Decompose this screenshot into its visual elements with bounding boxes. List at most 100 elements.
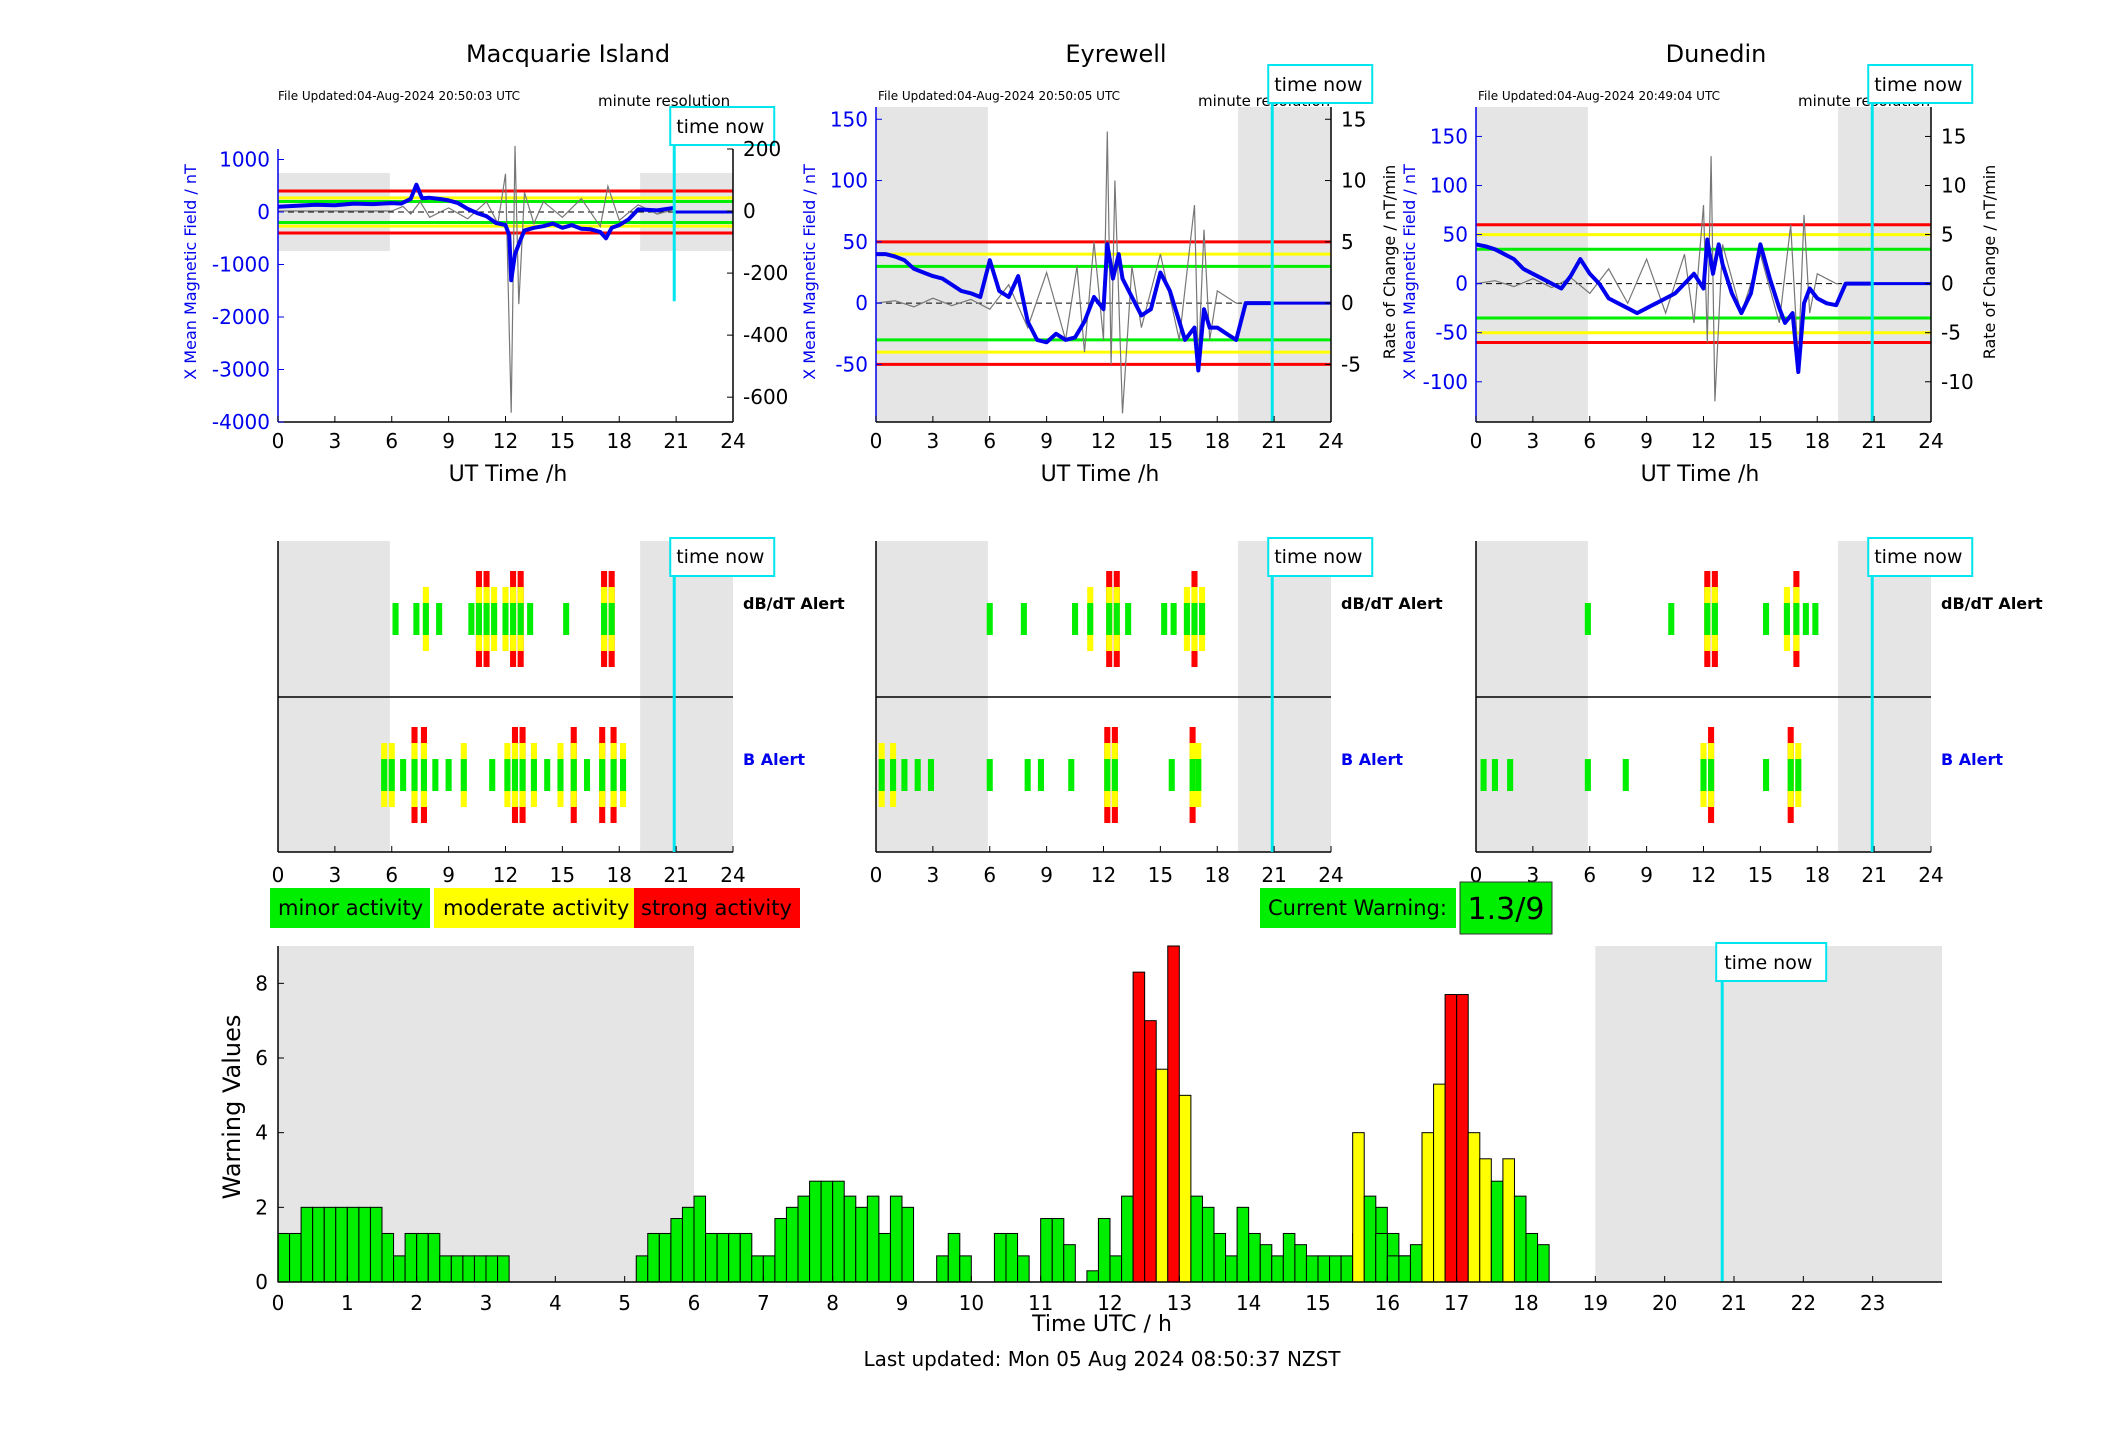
time-now-box xyxy=(1267,64,1374,104)
warning-bar xyxy=(497,1255,510,1283)
dbdt-alert-block-minor xyxy=(1191,603,1198,635)
x-tick-label: 9 xyxy=(442,863,455,887)
warning-bar xyxy=(439,1255,452,1283)
b-alert-block-minor xyxy=(381,759,388,791)
x-tick-label: 20 xyxy=(1652,1291,1677,1315)
x-tick-label: 13 xyxy=(1167,1291,1192,1315)
time-now-label: time now xyxy=(676,546,764,568)
x-tick-label: 12 xyxy=(493,863,518,887)
x-tick-label: 4 xyxy=(549,1291,562,1315)
right-ylabel-dunedin: Rate of Change / nT/min xyxy=(1980,165,1999,360)
warning-bar xyxy=(1409,1244,1423,1283)
x-tick-label: 5 xyxy=(618,1291,631,1315)
y2-tick-label: -5 xyxy=(1341,352,1361,376)
dbdt-alert-block-minor xyxy=(483,603,490,635)
b-alert-block-minor xyxy=(927,759,935,791)
y-tick-label: 8 xyxy=(255,971,268,995)
night-shade xyxy=(1476,107,1588,422)
x-tick-label: 16 xyxy=(1375,1291,1400,1315)
magnetic-field-series xyxy=(277,182,675,283)
alert-strip-charts: time now dB/dT Alert B Alert 0 3 6 9 12 15 18 21 24… xyxy=(272,537,2043,887)
time-now-box xyxy=(1867,537,1974,577)
warning-bar xyxy=(855,1206,868,1283)
b-alert-label: B Alert xyxy=(743,750,805,769)
time-now-box xyxy=(1867,64,1974,104)
dbdt-alert-block-minor xyxy=(1763,603,1770,635)
warning-bar xyxy=(1086,1270,1099,1283)
right-ylabel-eyrewell: Rate of Change / nT/min xyxy=(1380,165,1399,360)
y2-tick-label: 5 xyxy=(1941,223,1954,247)
left-ylabel-dunedin: X Mean Magnetic Field / nT xyxy=(1400,164,1419,380)
b-alert-block-minor xyxy=(890,759,897,791)
warning-bar xyxy=(1225,1255,1238,1283)
x-tick-label: 3 xyxy=(1527,863,1540,887)
y2-tick-label: 200 xyxy=(743,137,781,161)
b-alert-block-minor xyxy=(599,759,606,791)
warning-bar xyxy=(1467,1132,1481,1283)
x-tick-label: 21 xyxy=(1861,863,1886,887)
x-tick-label: 9 xyxy=(1040,863,1053,887)
x-tick-label: 9 xyxy=(896,1291,909,1315)
x-tick-label: 21 xyxy=(1721,1291,1746,1315)
magnetic-field-series xyxy=(1475,237,1873,374)
warning-bar xyxy=(1375,1232,1388,1283)
legend-moderate-swatch xyxy=(434,888,634,928)
warning-bar xyxy=(1040,1218,1053,1283)
b-alert-block-minor xyxy=(460,759,467,791)
b-alert-block-minor xyxy=(504,759,511,791)
y-tick-label: 0 xyxy=(255,1270,268,1294)
time-now-label: time now xyxy=(1724,952,1812,974)
dbdt-alert-block-minor xyxy=(527,603,534,635)
b-alert-block-minor xyxy=(1068,759,1075,791)
x-tick-label: 3 xyxy=(1527,429,1540,453)
x-tick-label: 0 xyxy=(870,429,883,453)
x-tick-label: 21 xyxy=(663,863,688,887)
warning-bar xyxy=(381,1232,395,1283)
legend-moderate-label: moderate activity xyxy=(443,896,629,920)
warning-bar xyxy=(1005,1232,1019,1283)
warning-bar xyxy=(1513,1195,1527,1283)
b-alert-block-minor xyxy=(1111,759,1118,791)
y-tick-label: -3000 xyxy=(212,358,270,382)
dbdt-alert-label: dB/dT Alert xyxy=(1341,594,1443,613)
x-tick-label: 7 xyxy=(757,1291,770,1315)
b-alert-label: B Alert xyxy=(1341,750,1403,769)
y2-tick-label: -600 xyxy=(743,385,788,409)
x-tick-label: 21 xyxy=(1261,429,1286,453)
dbdt-alert-block-minor xyxy=(1170,603,1177,635)
station-title-dunedin: Dunedin xyxy=(1666,40,1767,68)
left-ylabel-eyrewell: X Mean Magnetic Field / nT xyxy=(800,164,819,380)
y-tick-label: -100 xyxy=(1423,370,1468,394)
y2-tick-label: -10 xyxy=(1941,370,1974,394)
x-tick-label: 12 xyxy=(493,429,518,453)
x-tick-label: 0 xyxy=(272,429,285,453)
warning-bar xyxy=(323,1206,337,1283)
warning-bar xyxy=(369,1206,383,1283)
warning-bar xyxy=(1167,945,1180,1283)
b-alert-block-minor xyxy=(620,759,627,791)
legend-minor-label: minor activity xyxy=(278,896,423,920)
x-tick-label: 24 xyxy=(1918,863,1943,887)
x-tick-label: 6 xyxy=(983,863,996,887)
y-tick-label: 0 xyxy=(257,200,270,224)
warning-bar xyxy=(705,1232,718,1283)
y2-tick-label: 15 xyxy=(1341,107,1366,131)
warning-bar xyxy=(1294,1244,1307,1283)
resolution-note-macquarie: minute resolution xyxy=(598,92,730,110)
b-alert-block-minor xyxy=(530,759,537,791)
dbdt-alert-block-minor xyxy=(1183,603,1190,635)
b-alert-block-minor xyxy=(583,759,591,791)
x-tick-label: 3 xyxy=(927,429,940,453)
file-updated-dunedin: File Updated:04-Aug-2024 20:49:04 UTC xyxy=(1478,89,1720,103)
warning-bar xyxy=(485,1255,499,1283)
warning-bar xyxy=(1433,1083,1446,1283)
x-tick-label: 11 xyxy=(1028,1291,1053,1315)
warning-bar xyxy=(312,1206,325,1283)
y-tick-label: 50 xyxy=(1443,223,1468,247)
y2-tick-label: 15 xyxy=(1941,124,1966,148)
warning-bar xyxy=(774,1218,787,1283)
x-tick-label: 0 xyxy=(870,863,883,887)
b-alert-block-minor xyxy=(610,759,617,791)
